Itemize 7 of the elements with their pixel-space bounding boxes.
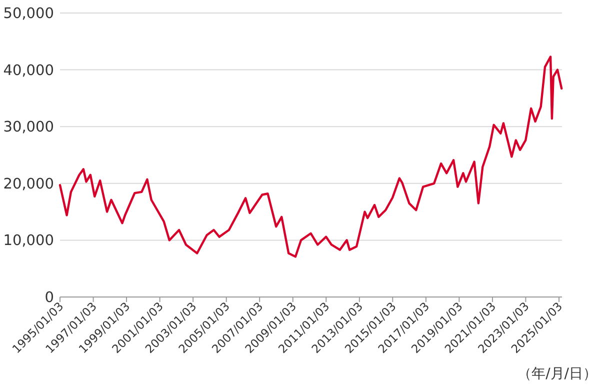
y-tick-label: 40,000 (3, 62, 54, 79)
y-tick-label: 50,000 (3, 6, 54, 22)
y-tick-label: 20,000 (3, 176, 54, 192)
x-axis-title: （年/月/日） (518, 366, 597, 382)
y-tick-label: 30,000 (3, 120, 54, 136)
y-tick-label: 10,000 (3, 233, 54, 250)
y-tick-label: 0 (44, 290, 54, 306)
